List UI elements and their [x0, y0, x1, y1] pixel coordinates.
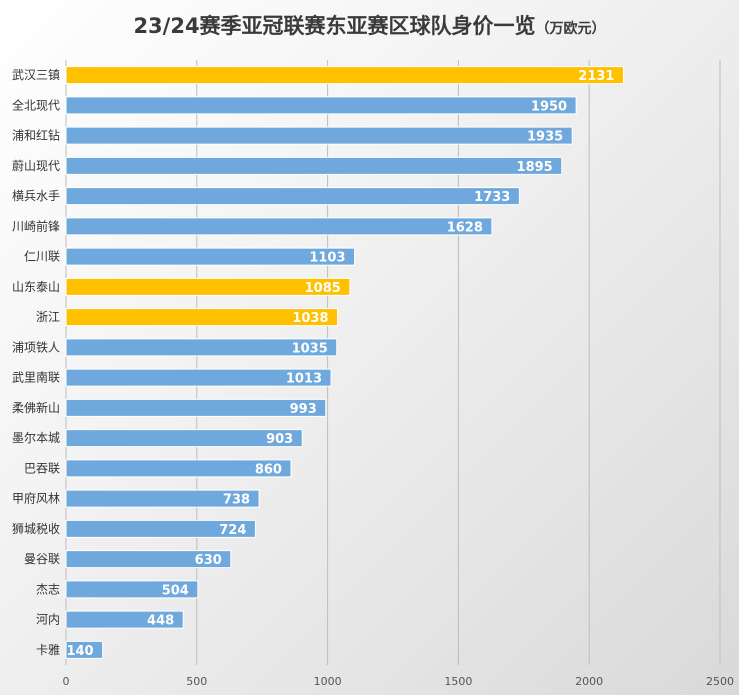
category-label: 仁川联 — [24, 250, 60, 264]
chart-title-text: 23/24赛季亚冠联赛东亚赛区球队身价一览 — [133, 14, 536, 38]
category-label: 狮城税收 — [12, 522, 60, 536]
bar — [65, 308, 339, 327]
category-label: 武里南联 — [12, 370, 60, 385]
bars — [65, 66, 624, 659]
category-label: 横兵水手 — [12, 189, 60, 203]
bar — [65, 610, 184, 629]
bar — [65, 398, 327, 417]
x-tick-label: 2000 — [575, 675, 603, 688]
category-label: 浙江 — [36, 310, 60, 324]
bar — [65, 368, 332, 387]
category-label: 柔佛新山 — [12, 400, 60, 415]
value-label: 1628 — [447, 220, 483, 235]
bar — [65, 96, 577, 115]
category-label: 甲府风林 — [12, 491, 60, 506]
bar — [65, 126, 573, 145]
x-tick-label: 2500 — [706, 675, 734, 688]
value-label: 140 — [66, 644, 93, 659]
category-label: 山东泰山 — [12, 280, 60, 294]
value-label: 504 — [162, 583, 189, 598]
value-label: 1950 — [531, 99, 567, 114]
category-label: 蔚山现代 — [12, 159, 60, 173]
x-tick-label: 1000 — [314, 675, 342, 688]
bar — [65, 66, 624, 85]
value-label: 1733 — [474, 190, 510, 205]
value-label: 860 — [255, 462, 282, 477]
bar — [65, 640, 104, 659]
bar — [65, 580, 199, 599]
x-tick-label: 0 — [63, 675, 70, 688]
category-label: 河内 — [36, 613, 60, 627]
category-label: 杰志 — [36, 582, 60, 596]
grid-lines — [65, 60, 721, 665]
chart-title: 23/24赛季亚冠联赛东亚赛区球队身价一览（万欧元） — [0, 10, 739, 40]
bar — [65, 247, 356, 266]
value-label: 1035 — [292, 341, 328, 356]
bar — [65, 459, 292, 478]
value-label: 903 — [266, 432, 293, 447]
value-label: 724 — [219, 523, 246, 538]
bar — [65, 338, 338, 357]
x-tick-label: 1500 — [444, 675, 472, 688]
value-label: 1103 — [309, 251, 345, 266]
value-label: 993 — [290, 402, 317, 417]
category-label: 巴吞联 — [24, 461, 60, 475]
value-label: 1038 — [292, 311, 328, 326]
bar — [65, 187, 520, 206]
category-label: 川崎前锋 — [12, 218, 60, 233]
category-label: 曼谷联 — [24, 552, 60, 566]
bar — [65, 519, 256, 538]
value-label: 1013 — [286, 372, 322, 387]
value-label: 448 — [147, 614, 174, 629]
value-label: 1895 — [517, 160, 553, 175]
bar — [65, 550, 232, 569]
x-tick-label: 500 — [186, 675, 207, 688]
bar — [65, 217, 493, 236]
category-label: 浦和红钻 — [12, 128, 60, 143]
category-label: 浦项铁人 — [12, 340, 60, 354]
category-label: 卡雅 — [36, 642, 60, 657]
value-label: 1085 — [305, 281, 341, 296]
bar — [65, 156, 563, 175]
bar — [65, 429, 303, 448]
value-label: 738 — [223, 493, 250, 508]
value-label: 1935 — [527, 130, 563, 145]
labels: 0 500 1000 1500 2000 2500 武汉三镇 2131 全北现代 1950 浦和红钻… — [12, 68, 734, 688]
value-label: 630 — [195, 553, 222, 568]
category-label: 墨尔本城 — [12, 430, 60, 445]
category-label: 武汉三镇 — [12, 68, 60, 82]
bar — [65, 489, 260, 508]
bar — [65, 277, 351, 296]
category-label: 全北现代 — [12, 97, 60, 112]
chart-unit-label: （万欧元） — [535, 21, 606, 37]
value-label: 2131 — [578, 69, 614, 84]
